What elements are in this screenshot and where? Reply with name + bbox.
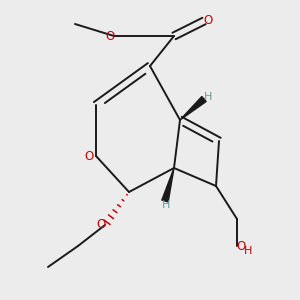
Text: H: H (244, 246, 253, 256)
Text: O: O (236, 239, 245, 253)
Text: H: H (203, 92, 212, 103)
Polygon shape (162, 168, 174, 202)
Text: O: O (85, 149, 94, 163)
Text: H: H (162, 200, 171, 210)
Polygon shape (180, 97, 206, 120)
Text: O: O (97, 218, 106, 232)
Text: O: O (203, 14, 212, 28)
Text: O: O (106, 29, 115, 43)
